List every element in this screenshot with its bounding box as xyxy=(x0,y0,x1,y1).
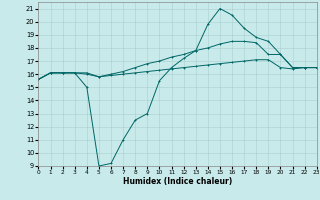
X-axis label: Humidex (Indice chaleur): Humidex (Indice chaleur) xyxy=(123,177,232,186)
